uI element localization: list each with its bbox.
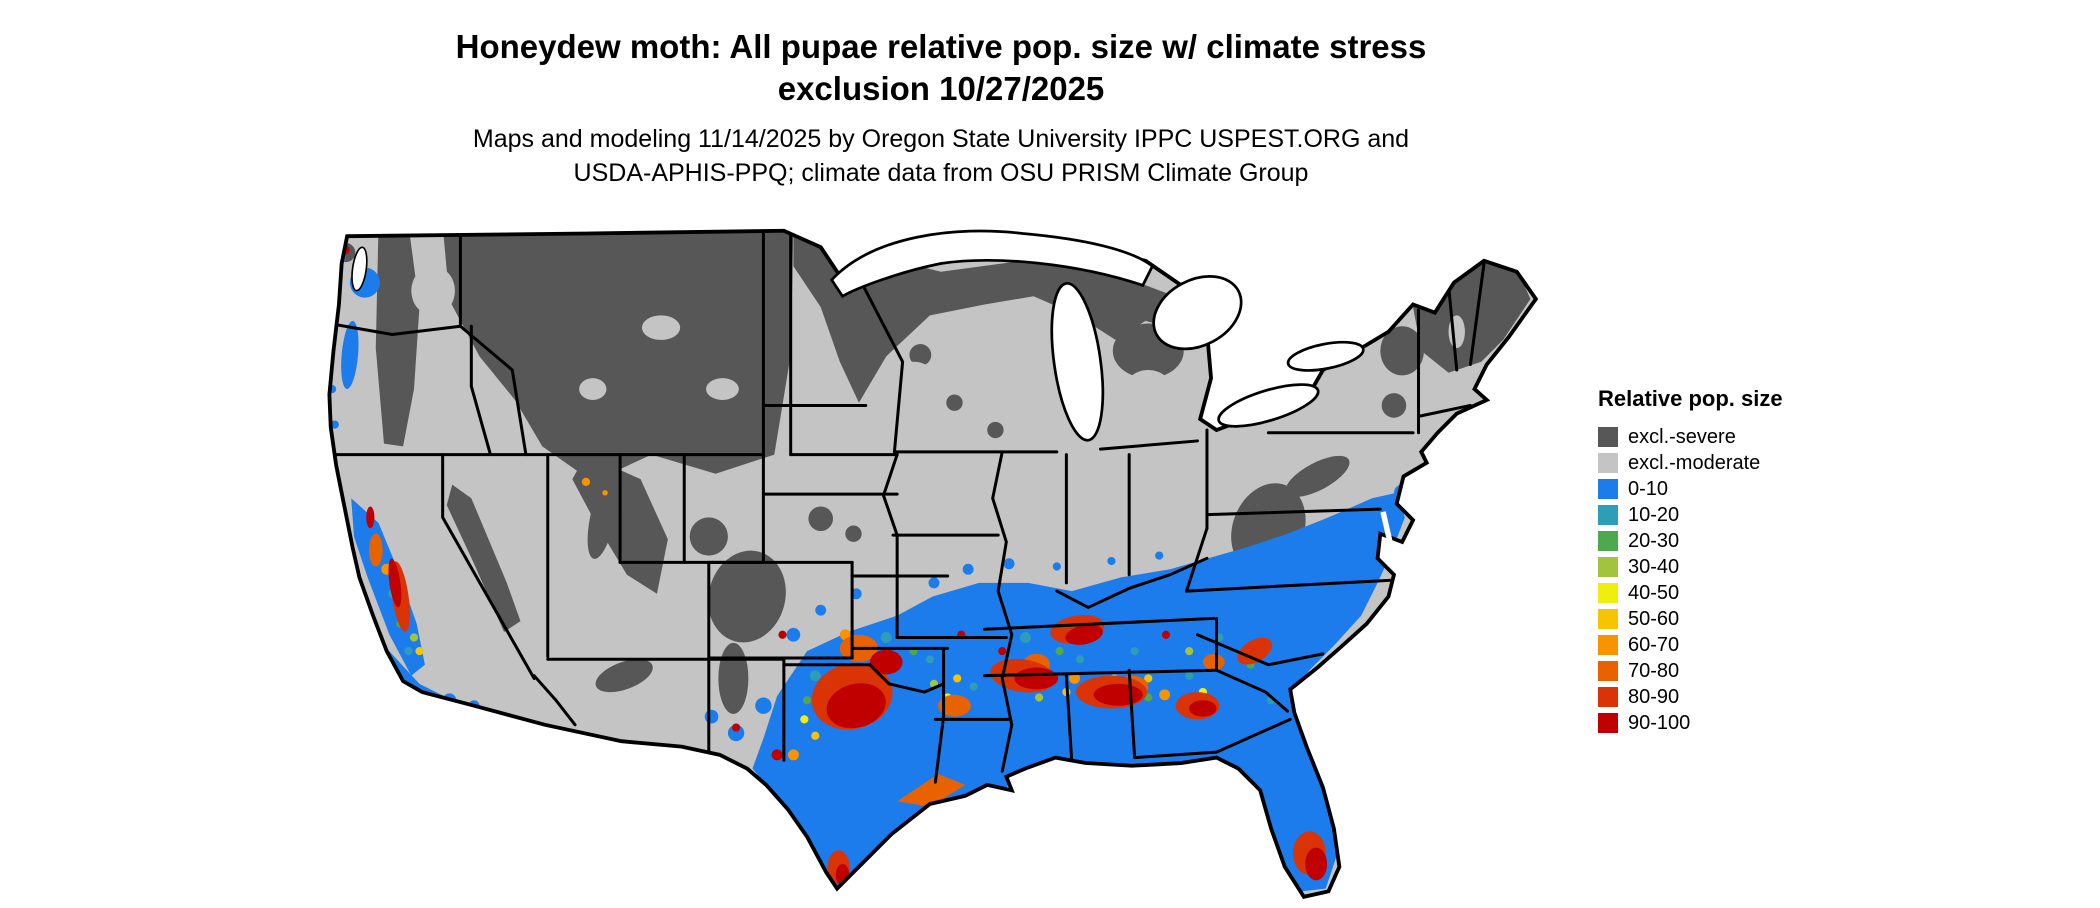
legend-swatch-rect bbox=[1598, 661, 1618, 681]
legend-label: excl.-severe bbox=[1628, 425, 1736, 448]
legend-label: excl.-moderate bbox=[1628, 451, 1761, 474]
legend-label: 20-30 bbox=[1628, 529, 1680, 552]
lake-erie bbox=[1217, 383, 1320, 428]
lake-superior bbox=[829, 229, 1155, 299]
legend-item: 50-60 bbox=[1598, 606, 1783, 632]
legend-item: 80-90 bbox=[1598, 684, 1783, 710]
legend-swatch bbox=[1598, 687, 1618, 707]
legend-swatch-rect bbox=[1598, 583, 1618, 603]
figure-subtitle: Maps and modeling 11/14/2025 by Oregon S… bbox=[0, 122, 1882, 190]
legend-label: 70-80 bbox=[1628, 659, 1680, 682]
lake-ontario bbox=[1286, 340, 1365, 372]
legend-swatch bbox=[1598, 557, 1618, 577]
legend-swatch bbox=[1598, 531, 1618, 551]
legend-label: 10-20 bbox=[1628, 503, 1680, 526]
legend-swatch-rect bbox=[1598, 531, 1618, 551]
legend-label: 80-90 bbox=[1628, 685, 1680, 708]
lake-michigan bbox=[1050, 281, 1105, 442]
legend-swatch bbox=[1598, 427, 1618, 447]
us-map bbox=[313, 225, 1555, 908]
legend-swatch-rect bbox=[1598, 427, 1618, 447]
legend: Relative pop. size excl.-severe excl.-mo… bbox=[1598, 386, 1783, 736]
legend-swatch bbox=[1598, 583, 1618, 603]
legend-swatch-rect bbox=[1598, 505, 1618, 525]
legend-item: 90-100 bbox=[1598, 710, 1783, 736]
great-lakes bbox=[351, 229, 1394, 549]
legend-label: 30-40 bbox=[1628, 555, 1680, 578]
puget-sound bbox=[351, 246, 368, 292]
legend-item: 70-80 bbox=[1598, 658, 1783, 684]
legend-swatch bbox=[1598, 661, 1618, 681]
legend-label: 40-50 bbox=[1628, 581, 1680, 604]
legend-item: 60-70 bbox=[1598, 632, 1783, 658]
legend-swatch bbox=[1598, 713, 1618, 733]
figure-subtitle-line1: Maps and modeling 11/14/2025 by Oregon S… bbox=[472, 125, 1410, 153]
legend-swatch-rect bbox=[1598, 687, 1618, 707]
legend-label: 50-60 bbox=[1628, 607, 1680, 630]
legend-item: 30-40 bbox=[1598, 554, 1783, 580]
legend-label: 0-10 bbox=[1628, 477, 1669, 500]
chesapeake-bay bbox=[1380, 511, 1394, 549]
legend-item: 0-10 bbox=[1598, 476, 1783, 502]
lake-huron bbox=[1152, 275, 1243, 351]
figure-subtitle-line2: USDA-APHIS-PPQ; climate data from OSU PR… bbox=[573, 159, 1309, 187]
state-boundaries bbox=[329, 230, 1486, 784]
legend-swatch bbox=[1598, 505, 1618, 525]
legend-label: 90-100 bbox=[1628, 711, 1691, 734]
legend-swatch-rect bbox=[1598, 453, 1618, 473]
legend-item: excl.-moderate bbox=[1598, 450, 1783, 476]
legend-title: Relative pop. size bbox=[1598, 386, 1783, 411]
legend-item: excl.-severe bbox=[1598, 424, 1783, 450]
figure-title: Honeydew moth: All pupae relative pop. s… bbox=[0, 26, 1882, 110]
legend-swatch bbox=[1598, 479, 1618, 499]
legend-swatch-rect bbox=[1598, 713, 1618, 733]
legend-item: 20-30 bbox=[1598, 528, 1783, 554]
legend-swatch-rect bbox=[1598, 479, 1618, 499]
legend-swatch bbox=[1598, 635, 1618, 655]
legend-swatch bbox=[1598, 453, 1618, 473]
legend-item: 10-20 bbox=[1598, 502, 1783, 528]
legend-swatch-rect bbox=[1598, 609, 1618, 629]
figure-title-line2: exclusion 10/27/2025 bbox=[777, 70, 1105, 107]
layer-pop-90-100 bbox=[341, 245, 1328, 886]
legend-swatch-rect bbox=[1598, 557, 1618, 577]
legend-label: 60-70 bbox=[1628, 633, 1680, 656]
legend-swatch-rect bbox=[1598, 635, 1618, 655]
legend-item: 40-50 bbox=[1598, 580, 1783, 606]
figure-title-line1: Honeydew moth: All pupae relative pop. s… bbox=[455, 28, 1427, 65]
legend-swatch bbox=[1598, 609, 1618, 629]
us-map-svg bbox=[327, 228, 1538, 899]
